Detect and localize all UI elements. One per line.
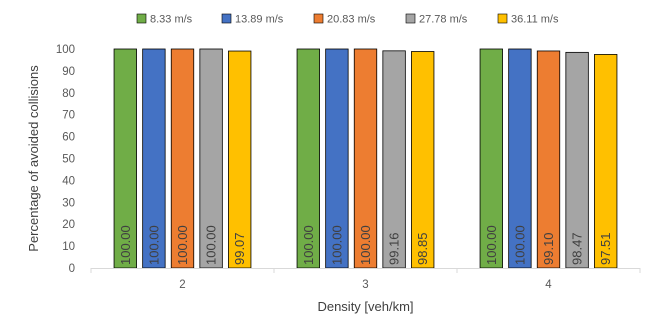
legend-label: 13.89 m/s — [235, 14, 284, 26]
y-tick-label: 50 — [62, 154, 75, 166]
bar-value-label: 100.00 — [358, 225, 373, 265]
legend-item: 13.89 m/s — [221, 13, 284, 26]
bar-value-label: 100.00 — [512, 225, 527, 265]
bar-value-label: 98.47 — [570, 232, 585, 265]
bar-value-label: 100.00 — [118, 225, 133, 265]
bar-value-label: 99.16 — [387, 232, 402, 265]
legend-label: 20.83 m/s — [327, 14, 376, 26]
legend-swatch — [136, 13, 147, 24]
bar-value-label: 100.00 — [329, 225, 344, 265]
legend-label: 27.78 m/s — [419, 14, 468, 26]
bars: 100.00 100.00 100.00 100.00 99.07 100.00 100.0… — [113, 48, 618, 269]
legend-swatch — [405, 13, 416, 24]
y-tick-label: 30 — [62, 197, 75, 209]
bar-value-label: 100.00 — [484, 225, 499, 265]
bar-value-label: 100.00 — [175, 225, 190, 265]
y-axis-ticks: 0 10 20 30 40 50 60 70 80 90 100 — [56, 44, 75, 275]
y-tick-label: 90 — [62, 66, 75, 78]
legend-swatch — [497, 13, 508, 24]
bar-value-label: 100.00 — [301, 225, 316, 265]
x-axis-ticks: 2 3 4 — [90, 268, 641, 291]
y-tick-label: 10 — [62, 241, 75, 253]
bar-value-label: 100.00 — [146, 225, 161, 265]
y-tick-label: 20 — [62, 219, 75, 231]
x-tick-label: 4 — [545, 279, 552, 291]
bar-value-label: 99.07 — [232, 232, 247, 265]
y-tick-label: 80 — [62, 88, 75, 100]
y-tick-label: 60 — [62, 132, 75, 144]
legend-label: 36.11 m/s — [511, 14, 559, 26]
y-axis-title: Percentage of avoided collisions — [26, 65, 41, 252]
bar-value-label: 100.00 — [204, 225, 219, 265]
y-tick-label: 0 — [69, 263, 75, 275]
legend-item: 8.33 m/s — [136, 13, 193, 26]
legend-swatch — [313, 13, 324, 24]
legend-item: 36.11 m/s — [497, 13, 559, 26]
y-tick-label: 100 — [56, 44, 75, 56]
legend-item: 27.78 m/s — [405, 13, 468, 26]
y-tick-label: 40 — [62, 175, 75, 187]
bar-value-label: 98.85 — [415, 232, 430, 265]
x-tick-label: 2 — [179, 279, 185, 291]
legend-label: 8.33 m/s — [150, 14, 193, 26]
x-axis-title: Density [veh/km] — [317, 299, 413, 314]
legend-swatch — [221, 13, 232, 24]
bar-value-label: 99.10 — [541, 232, 556, 265]
y-tick-label: 70 — [62, 110, 75, 122]
legend-item: 20.83 m/s — [313, 13, 376, 26]
bar-value-label: 97.51 — [598, 232, 613, 265]
x-tick-label: 3 — [362, 279, 368, 291]
legend: 8.33 m/s 13.89 m/s 20.83 m/s 27.78 m/s 36.11… — [136, 13, 559, 26]
